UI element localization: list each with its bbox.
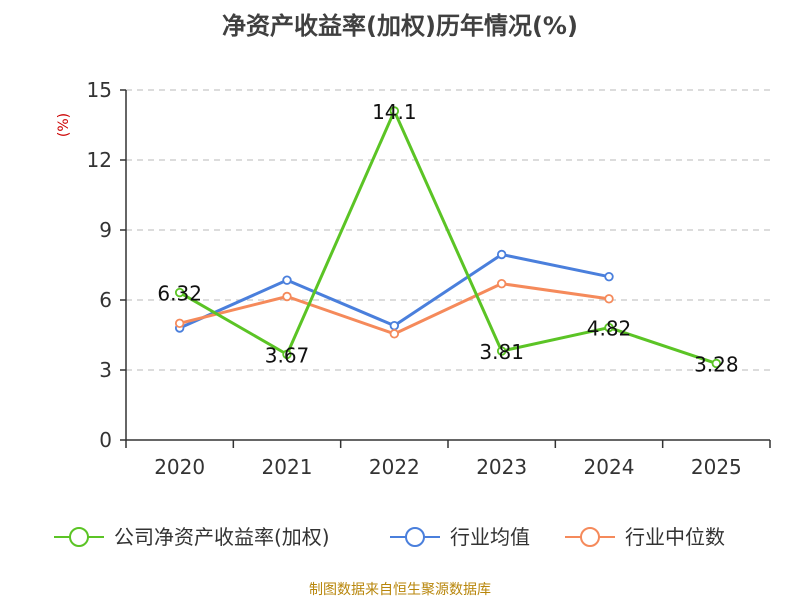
data-point [496, 346, 507, 356]
data-point [282, 349, 292, 360]
data-point [174, 287, 185, 298]
series-layer [174, 106, 722, 369]
x-tick-label: 2024 [584, 455, 635, 479]
x-tick-label: 2020 [154, 455, 205, 479]
legend-label-0: 公司净资产收益率(加权) [114, 525, 330, 549]
y-tick-label: 3 [99, 358, 112, 382]
data-point [711, 358, 722, 369]
data-point [389, 320, 400, 331]
x-tick-label: 2025 [691, 455, 742, 479]
data-point [282, 275, 292, 285]
chart-title: 净资产收益率(加权)历年情况(%) [222, 12, 578, 40]
x-tick-label: 2021 [262, 455, 313, 479]
series-line-1 [179, 253, 610, 330]
data-point [604, 322, 614, 333]
data-label: 3.28 [694, 352, 739, 376]
legend-label-1: 行业均值 [450, 525, 530, 549]
legend-label-2: 行业中位数 [625, 525, 725, 549]
data-label: 3.81 [479, 340, 524, 364]
data-labels: 6.32 3.67 14.1 3.81 4.82 3.28 [157, 100, 738, 376]
y-tick-label: 6 [99, 288, 112, 312]
y-axis-label: (%) [56, 113, 72, 137]
y-tick-label: 9 [99, 218, 112, 242]
y-tick-label: 0 [99, 428, 112, 452]
data-label: 6.32 [157, 282, 202, 306]
legend-marker-0 [69, 527, 89, 547]
axes: 0 3 6 9 12 15 2020 2021 2022 2023 2024 2025 [87, 78, 771, 479]
data-point [282, 291, 292, 302]
x-tick-label: 2022 [369, 455, 420, 479]
data-point [389, 106, 400, 116]
data-point [496, 278, 507, 289]
data-label: 4.82 [587, 317, 632, 341]
legend-marker-1 [405, 527, 425, 547]
legend-marker-2 [580, 527, 600, 547]
y-tick-label: 15 [87, 78, 112, 102]
data-point [604, 271, 614, 282]
y-tick-label: 12 [87, 148, 112, 172]
data-point [604, 294, 614, 304]
data-label: 3.67 [265, 343, 310, 367]
data-label: 14.1 [372, 100, 417, 124]
series-line-0 [178, 109, 717, 365]
source-note: 制图数据来自恒生聚源数据库 [309, 582, 491, 598]
legend: 公司净资产收益率(加权) 行业均值 行业中位数 [54, 525, 725, 549]
data-point [174, 318, 185, 329]
data-point [496, 249, 507, 260]
x-tick-label: 2023 [476, 455, 527, 479]
data-point [389, 329, 400, 339]
